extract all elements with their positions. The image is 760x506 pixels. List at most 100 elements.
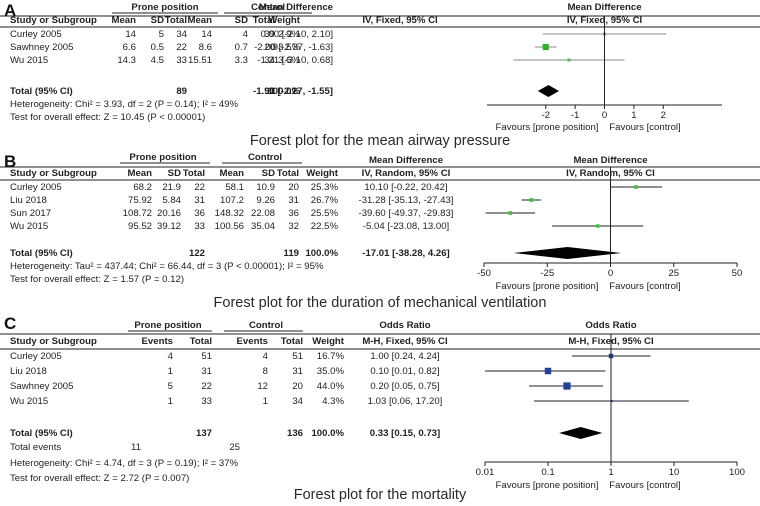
note-text: Heterogeneity: Chi² = 3.93, df = 2 (P = …: [10, 99, 239, 110]
column-header: SD: [262, 168, 275, 179]
column-header-study: Study or Subgroup: [10, 168, 97, 179]
x-tick-label: 100: [729, 467, 745, 478]
x-tick-label: 50: [732, 268, 743, 279]
study-name: Wu 2015: [10, 55, 48, 66]
column-header: Mean: [111, 15, 136, 26]
study-cell: 58.1: [225, 182, 244, 193]
study-cell: 0.00 [-2.10, 2.10]: [260, 29, 333, 40]
column-header: Weight: [312, 336, 345, 347]
study-cell: 20: [264, 42, 275, 53]
study-cell: 20.16: [157, 208, 181, 219]
study-cell: 4: [263, 351, 269, 362]
study-cell: 1: [168, 396, 173, 407]
column-header: Total: [183, 168, 205, 179]
study-cell: 35.0%: [317, 366, 345, 377]
favours-left-label: Favours [prone position]: [496, 480, 599, 491]
group-header: Prone position: [134, 320, 201, 331]
study-name: Curley 2005: [10, 29, 62, 40]
study-cell: 21.9: [162, 182, 181, 193]
column-header: Mean: [127, 168, 152, 179]
study-square: [544, 367, 552, 375]
study-cell: 34: [292, 396, 303, 407]
study-cell: 26.7%: [311, 195, 339, 206]
column-header: Total: [277, 168, 299, 179]
column-header: Total: [190, 336, 212, 347]
total-cell: 100.0%: [311, 428, 344, 439]
total-label: Total (95% CI): [10, 248, 73, 259]
column-header: Total: [253, 15, 275, 26]
favours-right-label: Favours [control]: [609, 281, 680, 292]
study-name: Wu 2015: [10, 396, 48, 407]
panel-label-C: C: [4, 314, 16, 333]
study-cell: 22.5%: [311, 221, 339, 232]
panel-label-B: B: [4, 152, 16, 171]
study-cell: 14.3: [117, 55, 136, 66]
study-cell: 0.5: [151, 42, 164, 53]
study-cell: 1.03 [0.06, 17.20]: [368, 396, 443, 407]
study-cell: 5: [168, 381, 173, 392]
column-header: Mean: [187, 15, 212, 26]
plot-header-title: Mean Difference: [567, 2, 641, 13]
study-cell: 14: [201, 29, 212, 40]
column-header-study: Study or Subgroup: [10, 15, 97, 26]
plot-header-title: Odds Ratio: [585, 320, 636, 331]
panel-caption: Forest plot for the duration of mechanic…: [214, 295, 547, 311]
study-cell: 39.12: [157, 221, 181, 232]
study-cell: 0.7: [235, 42, 248, 53]
total-cell: 100.0%: [267, 86, 300, 97]
panel-caption: Forest plot for the mortality: [294, 487, 467, 503]
study-cell: 39: [264, 29, 275, 40]
group-header: Control: [248, 152, 282, 163]
x-tick-label: 1: [608, 467, 613, 478]
study-name: Liu 2018: [10, 195, 47, 206]
total-cell: 122: [189, 248, 205, 259]
study-square: [596, 224, 600, 228]
study-cell: 148.32: [215, 208, 244, 219]
total-label: Total (95% CI): [10, 428, 73, 439]
study-cell: 51: [292, 351, 303, 362]
study-cell: 10.9: [256, 182, 275, 193]
study-cell: 3.6%: [278, 55, 300, 66]
study-cell: 95.52: [128, 221, 152, 232]
study-cell: 8.6: [199, 42, 212, 53]
study-name: Sawhney 2005: [10, 42, 73, 53]
study-cell: 5: [159, 29, 164, 40]
study-cell: 1: [263, 396, 268, 407]
study-name: Sun 2017: [10, 208, 51, 219]
method-label: IV, Fixed, 95% CI: [362, 15, 438, 26]
favours-right-label: Favours [control]: [609, 480, 680, 491]
column-header: Weight: [306, 168, 339, 179]
study-name: Liu 2018: [10, 366, 47, 377]
study-cell: -1.21 [-3.10, 0.68]: [257, 55, 333, 66]
study-cell: 31: [292, 366, 303, 377]
study-cell: 4.5: [151, 55, 164, 66]
study-name: Wu 2015: [10, 221, 48, 232]
study-cell: 107.2: [220, 195, 244, 206]
total-cell: -1.91 [-2.27, -1.55]: [253, 86, 333, 97]
method-label: M-H, Fixed, 95% CI: [362, 336, 448, 347]
study-cell: 4: [243, 29, 249, 40]
study-cell: 22: [176, 42, 187, 53]
column-header: Odds Ratio: [379, 320, 430, 331]
x-tick-label: 0: [608, 268, 613, 279]
study-cell: 34: [176, 29, 187, 40]
study-cell: 1: [168, 366, 173, 377]
pooled-diamond: [513, 247, 622, 259]
study-cell: 16.7%: [317, 351, 345, 362]
study-cell: 3.3: [235, 55, 248, 66]
total-cell: 136: [287, 428, 303, 439]
total-events-label: Total events: [10, 442, 61, 453]
total-cell: 89: [176, 86, 187, 97]
study-cell: 0.20 [0.05, 0.75]: [370, 381, 439, 392]
panel-caption: Forest plot for the mean airway pressure: [250, 133, 510, 149]
study-cell: 12: [257, 381, 268, 392]
study-cell: 32: [288, 221, 299, 232]
x-tick-label: 1: [631, 110, 636, 121]
study-cell: -2.00 [-2.37, -1.63]: [254, 42, 333, 53]
study-cell: 22: [201, 381, 212, 392]
study-cell: 36: [288, 208, 299, 219]
study-cell: 36: [194, 208, 205, 219]
column-header: Mean Difference: [369, 155, 443, 166]
study-cell: 22.08: [251, 208, 275, 219]
